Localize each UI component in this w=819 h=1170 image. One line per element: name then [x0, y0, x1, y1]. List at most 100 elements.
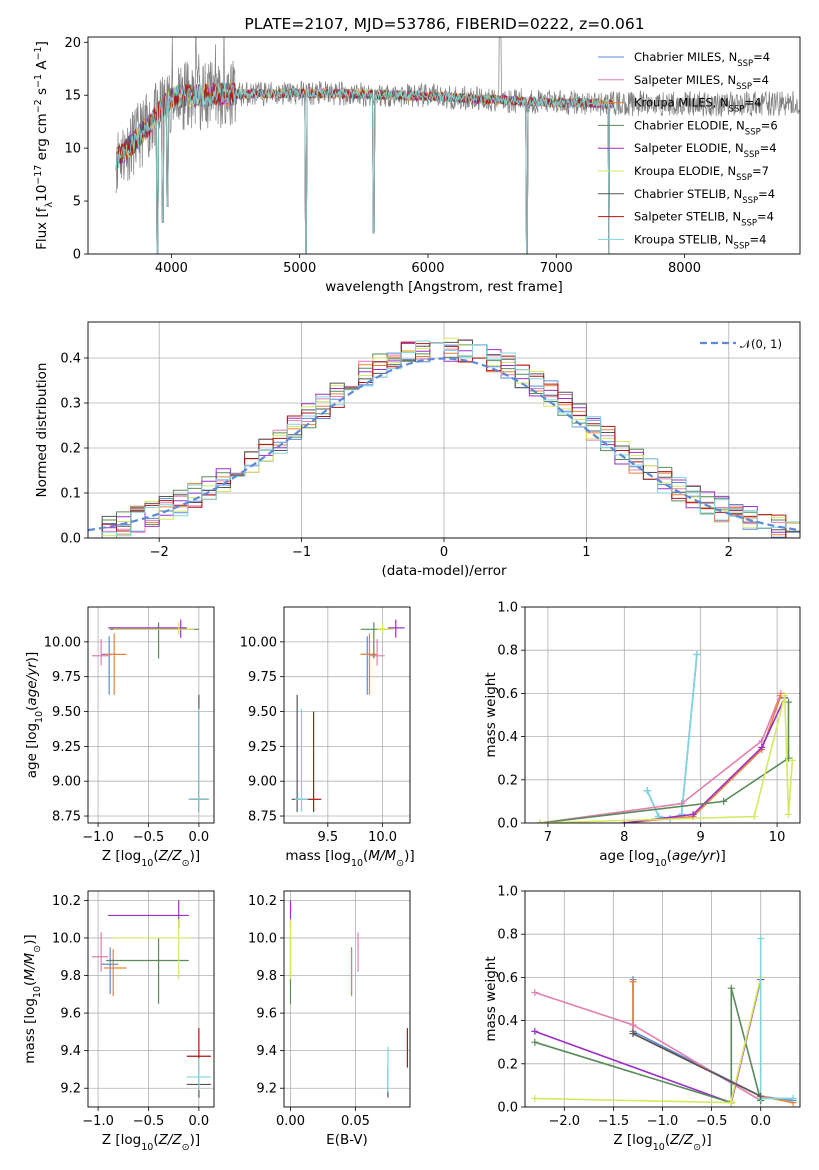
weight-marker: [629, 1030, 637, 1038]
errorbar-point: [294, 708, 309, 812]
gridlines: [525, 891, 800, 1107]
errorbar-point: [105, 633, 127, 695]
errorbar-point: [369, 639, 385, 666]
errorbar-point: [291, 694, 306, 812]
model-spectrum: [115, 82, 614, 254]
gridlines: [525, 607, 800, 823]
x-tick-label: 4000: [155, 261, 188, 276]
panel-mass-weight-vs-metallicity: −2.0 −1.5 −1.0 −0.5 0.0 0.0 0.2 0.4 0.6 0.8 1.0 Z […: [483, 885, 801, 1153]
weight-line: [632, 979, 794, 1102]
y-tick-label: 0.6: [497, 971, 518, 986]
y-tick-label: 0.6: [497, 687, 518, 702]
y-tick-label: 0.8: [497, 644, 518, 659]
panel-age-vs-mass: 9.5 10.0 8.75 9.00 9.25 9.50 9.75 10.00 mass [lo…: [240, 606, 415, 869]
y-tick-label: 9.4: [60, 1044, 81, 1059]
x-tick-label: 0.0: [750, 1114, 771, 1129]
y-tick-label: 0.4: [497, 730, 518, 745]
x-tick-label: −2: [150, 545, 169, 560]
y-tick-label: 0.0: [497, 817, 518, 832]
errorbar-point: [360, 633, 378, 695]
errorbar-point: [360, 636, 374, 695]
y-tick-label: 10.00: [44, 635, 81, 650]
y-tick-label: 0.2: [60, 442, 81, 457]
axes-frame: [283, 606, 411, 824]
weight-marker: [720, 797, 728, 805]
axes-frame: [524, 890, 801, 1108]
y-tick-label: 10.2: [52, 894, 81, 909]
x-tick-label: −0.5: [133, 830, 165, 845]
x-tick-label: 5000: [283, 261, 316, 276]
data-spectrum: [115, 37, 800, 194]
x-axis-label: wavelength [Angstrom, rest frame]: [325, 279, 563, 295]
y-tick-label: 0: [73, 248, 81, 263]
legend-label: Kroupa MILES, NSSP=4: [634, 96, 761, 115]
axes-frame: [87, 36, 801, 255]
panel-residuals: −2 −1 0 1 2 0.0 0.1 0.2 0.3 0.4 (data-model)/error…: [34, 321, 801, 579]
legend-label: Chabrier STELIB, NSSP=4: [634, 187, 775, 206]
weight-marker: [750, 813, 758, 821]
y-tick-label: 20: [64, 36, 81, 51]
y-tick-label: 10.2: [248, 894, 277, 909]
model-spectrum: [115, 82, 614, 254]
y-tick-label: 9.75: [248, 670, 277, 685]
plot-area: [88, 322, 800, 538]
y-tick-label: 9.2: [256, 1082, 277, 1097]
x-tick-label: −1.0: [82, 1114, 114, 1129]
errorbar-point: [92, 639, 111, 666]
model-spectrum: [115, 82, 614, 254]
plot-area: [284, 891, 410, 1107]
weight-marker: [678, 810, 686, 818]
errorbar-point: [305, 711, 322, 812]
histogram-step: [88, 342, 800, 538]
errorbar-point: [104, 949, 127, 997]
y-tick-label: 0.4: [60, 352, 81, 367]
weight-line: [759, 938, 794, 1100]
y-tick-label: 9.00: [248, 775, 277, 790]
plot-area: [88, 607, 214, 823]
x-tick-label: 10.0: [368, 830, 397, 845]
x-tick-label: 1: [582, 545, 590, 560]
legend-label: Chabrier ELODIE, NSSP=6: [634, 118, 778, 137]
x-tick-label: 7000: [540, 261, 573, 276]
y-tick-label: 0.2: [497, 773, 518, 788]
legend-label: Salpeter ELODIE, NSSP=4: [634, 141, 777, 160]
legend-label: Salpeter STELIB, NSSP=4: [634, 210, 774, 229]
panel-mass-vs-metallicity: −1.0 −0.5 0.0 9.2 9.4 9.6 9.8 10.0 10.2 Z [log10(…: [22, 890, 215, 1153]
y-tick-label: 9.4: [256, 1044, 277, 1059]
gridlines: [284, 607, 410, 823]
x-axis-label: Z [log10(Z/Z⊙)]: [102, 1132, 200, 1153]
plot-area: [525, 891, 800, 1107]
x-tick-label: −1.0: [82, 830, 114, 845]
weight-line: [534, 987, 762, 1104]
legend-label: 𝒩(0, 1): [740, 337, 782, 351]
plot-area: [525, 607, 800, 823]
y-tick-label: 9.75: [52, 670, 81, 685]
panel-mass-weight-vs-age: 7 8 9 10 0.0 0.2 0.4 0.6 0.8 1.0 age [log10(age/yr…: [483, 601, 801, 869]
gridlines: [88, 891, 214, 1107]
weight-marker: [531, 1094, 539, 1102]
x-axis-label: E(B-V): [326, 1132, 368, 1148]
x-tick-label: 10: [769, 830, 786, 845]
errorbar-point: [92, 932, 109, 972]
y-tick-label: 1.0: [497, 601, 518, 616]
weight-marker: [629, 1021, 637, 1029]
y-tick-label: 10: [64, 142, 81, 157]
axes-frame: [87, 321, 801, 539]
legend: Chabrier MILES, NSSP=4 Salpeter MILES, NS…: [598, 50, 778, 251]
y-tick-label: 9.50: [52, 705, 81, 720]
x-tick-label: 9.5: [317, 830, 338, 845]
x-tick-label: −1: [292, 545, 311, 560]
weight-marker: [629, 978, 637, 986]
weight-marker: [785, 810, 793, 818]
x-tick-label: 8000: [668, 261, 701, 276]
errorbar-point: [113, 919, 191, 980]
x-tick-label: 0.00: [276, 1114, 305, 1129]
y-tick-label: 9.6: [256, 1007, 277, 1022]
x-tick-label: 0: [440, 545, 448, 560]
y-tick-label: 9.2: [60, 1082, 81, 1097]
weight-line: [534, 991, 762, 1102]
x-tick-label: 7: [544, 830, 552, 845]
model-spectrum: [115, 82, 614, 254]
figure-title: PLATE=2107, MJD=53786, FIBERID=0222, z=0…: [244, 15, 644, 33]
